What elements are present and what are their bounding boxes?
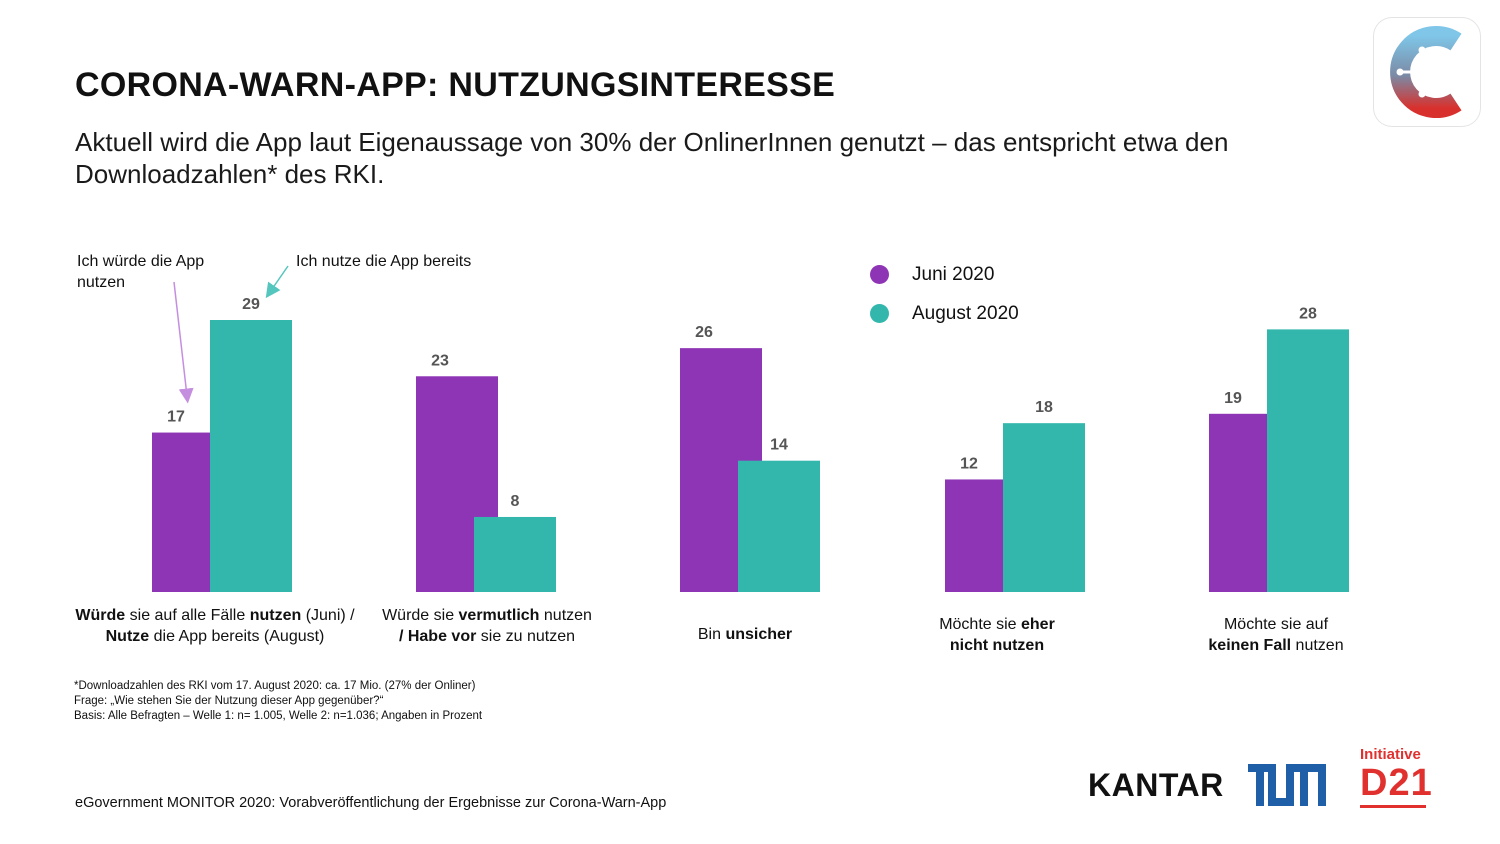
bar-august-2 [474, 516, 556, 592]
legend-swatch-august [870, 304, 889, 323]
page-title: CORONA-WARN-APP: NUTZUNGSINTERESSE [75, 66, 836, 104]
page-subtitle: Aktuell wird die App laut Eigenaussage v… [75, 127, 1229, 189]
annotation-arrow-august [265, 265, 289, 299]
data-label-juni-1: 17 [167, 409, 185, 426]
legend-label-august: August 2020 [912, 302, 1019, 324]
legend-swatch-juni [870, 265, 889, 284]
bar-august-4 [1003, 423, 1085, 592]
data-label-august-5: 28 [1299, 305, 1317, 322]
footnote: *Downloadzahlen des RKI vom 17. August 2… [74, 679, 482, 724]
data-label-august-2: 8 [511, 493, 520, 510]
footer-source: eGovernment MONITOR 2020: Vorabveröffent… [75, 795, 667, 811]
footnote-line: Frage: „Wie stehen Sie der Nutzung diese… [74, 695, 384, 707]
legend-label-juni: Juni 2020 [912, 263, 995, 285]
category-label-3: Bin unsicher [697, 626, 793, 643]
data-label-august-3: 14 [770, 437, 788, 454]
initiative-d21-logo: Initiative D21 [1360, 746, 1433, 808]
chart-legend: Juni 2020 August 2020 [870, 255, 1019, 333]
category-label-5: Möchte sie auf keinen Fall nutzen [1208, 616, 1344, 654]
footnote-line: *Downloadzahlen des RKI vom 17. August 2… [74, 680, 476, 692]
d21-logo-small-text: Initiative [1360, 746, 1421, 763]
kantar-logo: KANTAR [1088, 767, 1224, 803]
corona-warn-app-icon [1374, 18, 1480, 126]
data-label-august-4: 18 [1035, 399, 1053, 416]
footnote-line: Basis: Alle Befragten – Welle 1: n= 1.00… [74, 710, 483, 722]
data-label-juni-4: 12 [960, 455, 978, 472]
bar-august-3 [738, 460, 820, 592]
annotation-juni: Ich würde die App nutzen [77, 253, 205, 291]
category-label-1: Würde sie auf alle Fälle nutzen (Juni) /… [75, 607, 355, 645]
legend-item-august: August 2020 [870, 294, 1019, 333]
data-label-august-1: 29 [242, 296, 260, 313]
tum-logo [1248, 764, 1328, 813]
bar-august-1 [210, 320, 292, 592]
d21-logo-rule [1360, 805, 1426, 808]
annotation-arrow-juni [173, 281, 194, 404]
data-label-juni-3: 26 [695, 324, 713, 341]
d21-logo-big-text: D21 [1360, 762, 1433, 804]
legend-item-juni: Juni 2020 [870, 255, 1019, 294]
category-label-2: Würde sie vermutlich nutzen / Habe vor si… [382, 607, 592, 645]
category-label-4: Möchte sie eher nicht nutzen [939, 616, 1055, 654]
bar-august-5 [1267, 329, 1349, 592]
data-label-juni-5: 19 [1224, 390, 1242, 407]
data-label-juni-2: 23 [431, 352, 449, 369]
annotation-august: Ich nutze die App bereits [296, 253, 472, 270]
